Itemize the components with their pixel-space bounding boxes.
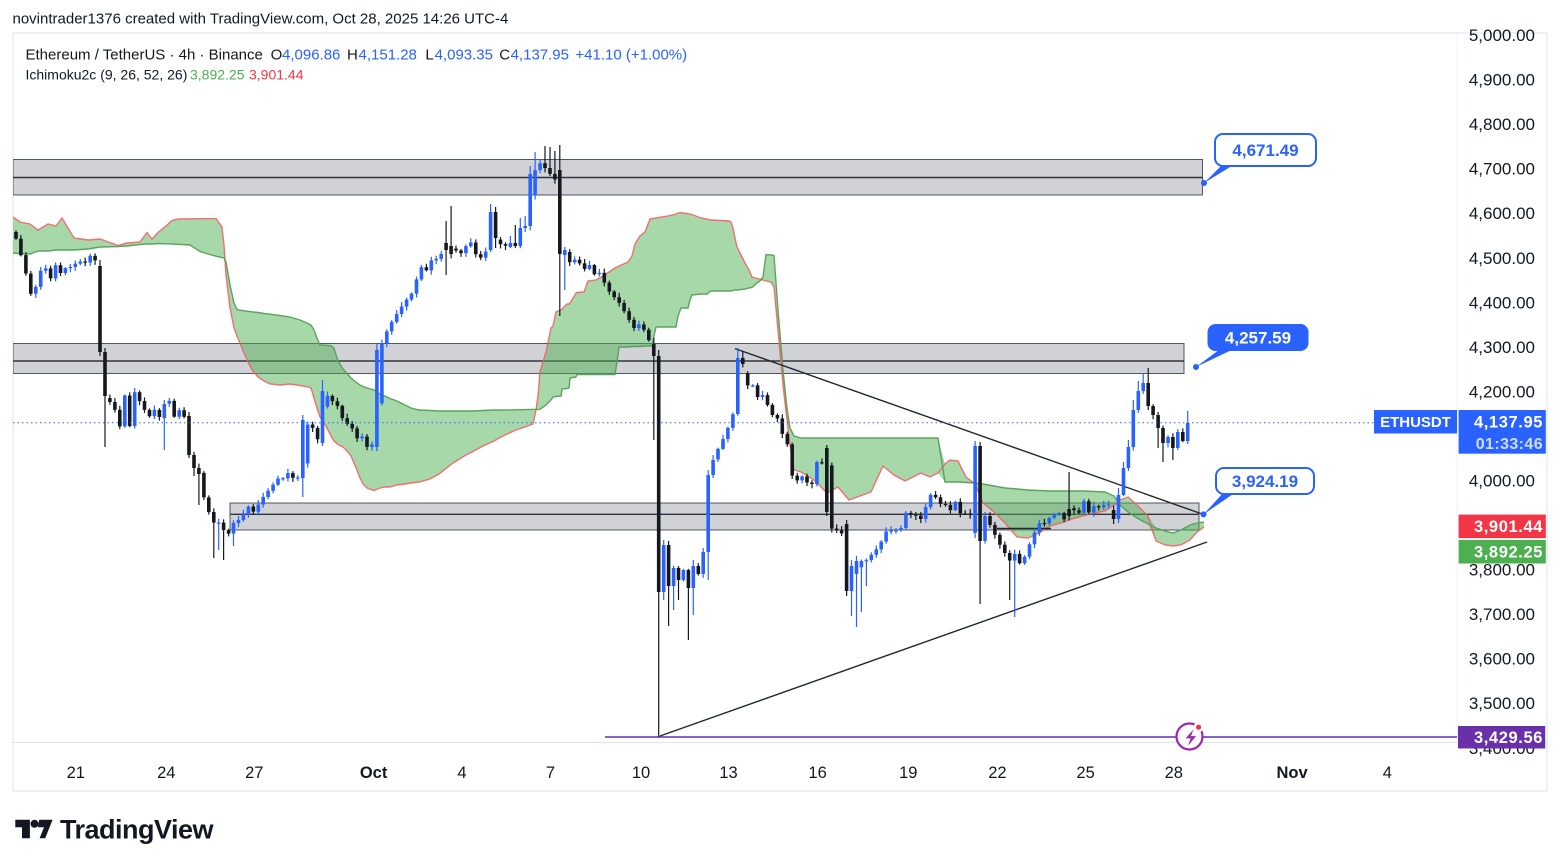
svg-text:3,429.56: 3,429.56 [1474, 729, 1543, 747]
svg-text:3,600.00: 3,600.00 [1469, 650, 1535, 669]
svg-text:TradingView: TradingView [60, 815, 215, 845]
svg-text:4,137.95: 4,137.95 [1474, 414, 1543, 432]
svg-text:3,700.00: 3,700.00 [1469, 605, 1535, 624]
svg-text:4,900.00: 4,900.00 [1469, 71, 1535, 90]
svg-text:5,000.00: 5,000.00 [1469, 26, 1535, 45]
svg-text:28: 28 [1165, 764, 1183, 782]
svg-text:4,200.00: 4,200.00 [1469, 382, 1535, 401]
svg-text:21: 21 [67, 764, 85, 782]
svg-text:4: 4 [1383, 764, 1392, 782]
svg-text:Oct: Oct [360, 764, 388, 782]
svg-text:7: 7 [546, 764, 555, 782]
svg-text:3,500.00: 3,500.00 [1469, 694, 1535, 713]
svg-text:25: 25 [1076, 764, 1094, 782]
svg-text:Nov: Nov [1277, 764, 1309, 782]
svg-text:3,924.19: 3,924.19 [1232, 472, 1298, 491]
svg-text:3,901.44: 3,901.44 [1474, 518, 1543, 536]
svg-text:novintrader1376 created with T: novintrader1376 created with TradingView… [13, 11, 509, 28]
svg-text:10: 10 [632, 764, 650, 782]
svg-text:24: 24 [157, 764, 175, 782]
svg-text:Ethereum / TetherUS · 4h · Bin: Ethereum / TetherUS · 4h · Binance O4,096… [26, 47, 688, 64]
svg-text:01:33:46: 01:33:46 [1476, 436, 1543, 453]
svg-text:3,800.00: 3,800.00 [1469, 561, 1535, 580]
svg-text:4,800.00: 4,800.00 [1469, 115, 1535, 134]
svg-text:22: 22 [988, 764, 1006, 782]
svg-text:4,257.59: 4,257.59 [1225, 329, 1291, 348]
svg-text:4,300.00: 4,300.00 [1469, 338, 1535, 357]
svg-text:4: 4 [457, 764, 466, 782]
svg-text:4,600.00: 4,600.00 [1469, 204, 1535, 223]
svg-text:4,671.49: 4,671.49 [1232, 141, 1298, 160]
svg-text:4,500.00: 4,500.00 [1469, 249, 1535, 268]
svg-text:19: 19 [899, 764, 917, 782]
svg-text:3,892.25: 3,892.25 [1474, 544, 1543, 562]
svg-text:ETHUSDT: ETHUSDT [1380, 414, 1451, 431]
svg-text:13: 13 [719, 764, 737, 782]
svg-text:16: 16 [808, 764, 826, 782]
svg-text:Ichimoku2c (9, 26, 52, 26)3,89: Ichimoku2c (9, 26, 52, 26) 3,892.25 3,901.… [26, 67, 304, 83]
svg-text:4,700.00: 4,700.00 [1469, 160, 1535, 179]
svg-text:4,000.00: 4,000.00 [1469, 472, 1535, 491]
svg-text:27: 27 [245, 764, 263, 782]
svg-text:4,400.00: 4,400.00 [1469, 293, 1535, 312]
